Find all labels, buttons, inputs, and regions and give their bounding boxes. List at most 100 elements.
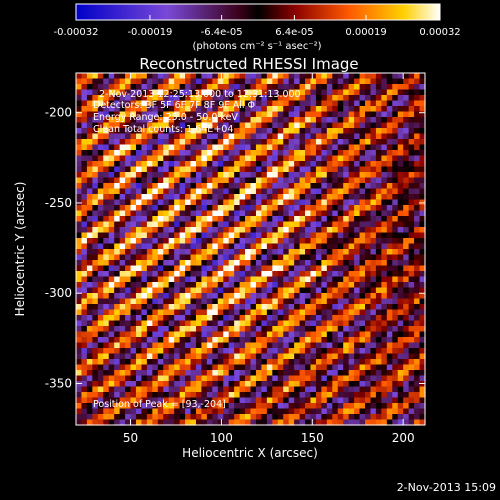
heatmap-cell [108, 353, 115, 360]
heatmap-cell [266, 386, 273, 393]
heatmap-cell [386, 397, 393, 404]
heatmap-cell [201, 84, 208, 91]
heatmap-cell [299, 232, 306, 239]
heatmap-cell [217, 386, 224, 393]
heatmap-cell [185, 408, 192, 415]
heatmap-cell [130, 205, 137, 212]
heatmap-cell [326, 326, 333, 333]
heatmap-cell [419, 172, 426, 179]
heatmap-cell [130, 320, 137, 327]
heatmap-cell [125, 172, 132, 179]
heatmap-cell [212, 293, 219, 300]
heatmap-cell [375, 392, 382, 399]
heatmap-cell [103, 320, 110, 327]
heatmap-cell [337, 183, 344, 190]
heatmap-cell [86, 260, 93, 267]
heatmap-cell [294, 133, 301, 140]
heatmap-cell [343, 249, 350, 256]
heatmap-cell [135, 188, 143, 195]
heatmap-cell [305, 287, 312, 294]
heatmap-cell [163, 337, 170, 344]
heatmap-cell [283, 84, 290, 91]
heatmap-cell [403, 298, 410, 305]
heatmap-cell [255, 359, 262, 366]
heatmap-cell [277, 133, 284, 140]
heatmap-cell [125, 249, 132, 256]
heatmap-cell [299, 397, 306, 404]
heatmap-cell [354, 227, 361, 234]
heatmap-cell [315, 271, 322, 278]
heatmap-cell [272, 106, 279, 113]
heatmap-cell [326, 194, 333, 201]
heatmap-cell [381, 161, 388, 168]
heatmap-cell [86, 84, 93, 91]
heatmap-cell [266, 375, 273, 382]
heatmap-cell [321, 139, 328, 146]
heatmap-cell [81, 89, 88, 96]
heatmap-cell [195, 249, 203, 256]
heatmap-cell [414, 84, 421, 91]
heatmap-cell [185, 386, 192, 393]
heatmap-cell [195, 122, 203, 129]
heatmap-cell [375, 84, 382, 91]
heatmap-cell [103, 397, 110, 404]
heatmap-cell [370, 106, 377, 113]
heatmap-cell [386, 298, 393, 305]
heatmap-cell [299, 216, 306, 223]
heatmap-cell [354, 287, 361, 294]
heatmap-cell [108, 128, 115, 135]
heatmap-cell [414, 205, 421, 212]
heatmap-cell [370, 386, 377, 393]
heatmap-cell [217, 166, 224, 173]
heatmap-cell [174, 199, 181, 206]
heatmap-cell [81, 359, 88, 366]
heatmap-cell [119, 419, 126, 426]
heatmap-cell [190, 375, 197, 382]
heatmap-cell [146, 232, 153, 239]
heatmap-cell [86, 386, 93, 393]
heatmap-cell [277, 183, 284, 190]
heatmap-cell [359, 177, 366, 184]
heatmap-cell [365, 282, 372, 289]
heatmap-cell [92, 78, 99, 85]
heatmap-cell [212, 370, 219, 377]
heatmap-cell [223, 348, 230, 355]
heatmap-cell [315, 315, 322, 322]
heatmap-cell [332, 166, 339, 173]
heatmap-cell [179, 353, 186, 360]
heatmap-cell [255, 249, 262, 256]
heatmap-cell [299, 89, 306, 96]
heatmap-cell [146, 392, 153, 399]
heatmap-cell [157, 276, 164, 283]
heatmap-cell [195, 166, 203, 173]
heatmap-cell [228, 177, 235, 184]
heatmap-cell [92, 216, 99, 223]
heatmap-cell [146, 408, 153, 415]
heatmap-cell [195, 243, 203, 250]
heatmap-cell [223, 177, 230, 184]
heatmap-cell [310, 337, 317, 344]
heatmap-cell [365, 309, 372, 316]
heatmap-cell [86, 243, 93, 250]
heatmap-cell [125, 298, 132, 305]
heatmap-cell [375, 326, 382, 333]
heatmap-cell [163, 287, 170, 294]
heatmap-cell [114, 221, 121, 228]
heatmap-cell [397, 271, 404, 278]
heatmap-cell [108, 364, 115, 371]
heatmap-cell [190, 298, 197, 305]
heatmap-cell [343, 287, 350, 294]
heatmap-cell [392, 337, 399, 344]
heatmap-cell [321, 370, 328, 377]
heatmap-cell [370, 260, 377, 267]
heatmap-cell [359, 348, 366, 355]
heatmap-cell [337, 194, 344, 201]
heatmap-cell [234, 370, 241, 377]
heatmap-cell [103, 122, 110, 129]
heatmap-cell [337, 375, 344, 382]
heatmap-cell [76, 287, 83, 294]
heatmap-cell [332, 144, 339, 151]
heatmap-cell [375, 95, 382, 102]
heatmap-cell [76, 309, 83, 316]
